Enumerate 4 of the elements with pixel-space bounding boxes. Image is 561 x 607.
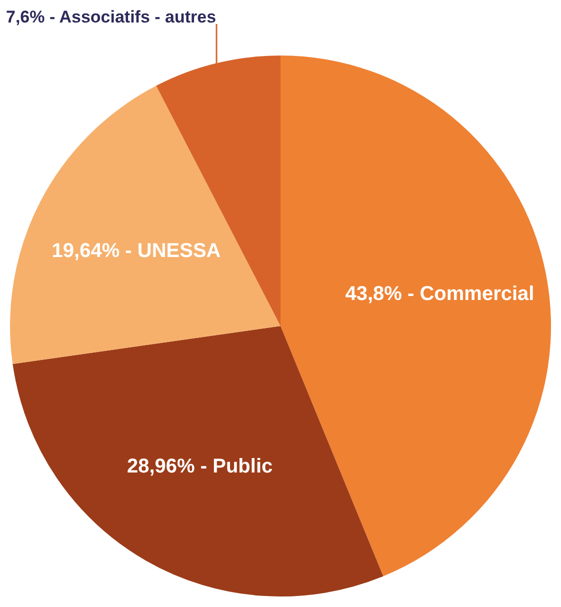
slice-label: 28,96% - Public [127, 455, 273, 478]
slice-label: 43,8% - Commercial [345, 283, 534, 306]
slice-label: 7,6% - Associatifs - autres [6, 8, 216, 27]
slice-label: 19,64% - UNESSA [52, 240, 221, 262]
